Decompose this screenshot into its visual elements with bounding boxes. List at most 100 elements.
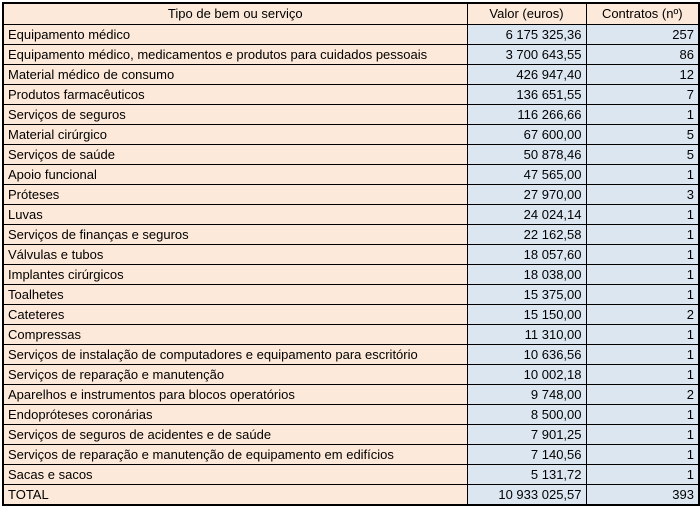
cell-tipo: Aparelhos e instrumentos para blocos ope… [2, 383, 468, 405]
cell-contratos: 1 [585, 163, 700, 185]
cell-contratos: 1 [585, 263, 700, 285]
cell-valor: 15 375,00 [466, 283, 587, 305]
cell-contratos: 12 [585, 63, 700, 85]
cell-contratos: 1 [585, 323, 700, 345]
table-row: Cateteres 15 150,00 2 [2, 303, 700, 325]
cell-valor: 6 175 325,36 [466, 23, 587, 45]
cell-tipo: Serviços de seguros [2, 103, 468, 125]
cell-contratos: 257 [585, 23, 700, 45]
cell-contratos: 2 [585, 303, 700, 325]
cell-contratos: 5 [585, 123, 700, 145]
cell-contratos: 3 [585, 183, 700, 205]
table-row: Equipamento médico, medicamentos e produ… [2, 43, 700, 65]
cell-valor: 27 970,00 [466, 183, 587, 205]
cell-valor: 3 700 643,55 [466, 43, 587, 65]
cell-valor: 7 901,25 [466, 423, 587, 445]
cell-contratos: 7 [585, 83, 700, 105]
cell-tipo: Luvas [2, 203, 468, 225]
cell-tipo: Endopróteses coronárias [2, 403, 468, 425]
table-row: Material médico de consumo 426 947,40 12 [2, 63, 700, 85]
table-row: Material cirúrgico 67 600,00 5 [2, 123, 700, 145]
cell-contratos: 1 [585, 243, 700, 265]
cell-contratos: 5 [585, 143, 700, 165]
table-row: Toalhetes 15 375,00 1 [2, 283, 700, 305]
header-row: Tipo de bem ou serviço Valor (euros) Con… [2, 2, 700, 25]
cell-valor: 24 024,14 [466, 203, 587, 225]
cell-tipo: Apoio funcional [2, 163, 468, 185]
cell-valor: 67 600,00 [466, 123, 587, 145]
cell-tipo: Equipamento médico [2, 23, 468, 45]
cell-tipo: Próteses [2, 183, 468, 205]
column-header-valor: Valor (euros) [466, 2, 587, 25]
cell-valor: 116 266,66 [466, 103, 587, 125]
cell-contratos: 393 [585, 483, 700, 505]
cell-tipo: Cateteres [2, 303, 468, 325]
cell-contratos: 1 [585, 103, 700, 125]
total-row: TOTAL 10 933 025,57 393 [2, 483, 700, 505]
cell-tipo: Produtos farmacêuticos [2, 83, 468, 105]
cell-contratos: 1 [585, 203, 700, 225]
table-row: Serviços de seguros de acidentes e de sa… [2, 423, 700, 445]
table-row: Endopróteses coronárias 8 500,00 1 [2, 403, 700, 425]
cell-tipo: Válvulas e tubos [2, 243, 468, 265]
table-row: Serviços de instalação de computadores e… [2, 343, 700, 365]
table-row: Sacas e sacos 5 131,72 1 [2, 463, 700, 485]
cell-tipo: Serviços de seguros de acidentes e de sa… [2, 423, 468, 445]
table-row: Equipamento médico 6 175 325,36 257 [2, 23, 700, 45]
table-row: Aparelhos e instrumentos para blocos ope… [2, 383, 700, 405]
cell-valor: 8 500,00 [466, 403, 587, 425]
cell-tipo: TOTAL [2, 483, 468, 505]
cell-valor: 7 140,56 [466, 443, 587, 465]
cell-valor: 426 947,40 [466, 63, 587, 85]
cell-tipo: Equipamento médico, medicamentos e produ… [2, 43, 468, 65]
cell-tipo: Serviços de saúde [2, 143, 468, 165]
table-row: Válvulas e tubos 18 057,60 1 [2, 243, 700, 265]
cell-contratos: 1 [585, 343, 700, 365]
cell-valor: 15 150,00 [466, 303, 587, 325]
cell-tipo: Sacas e sacos [2, 463, 468, 485]
cell-tipo: Serviços de finanças e seguros [2, 223, 468, 245]
cell-contratos: 1 [585, 363, 700, 385]
cell-contratos: 1 [585, 283, 700, 305]
cell-valor: 18 038,00 [466, 263, 587, 285]
cell-valor: 5 131,72 [466, 463, 587, 485]
cell-valor: 47 565,00 [466, 163, 587, 185]
cell-contratos: 1 [585, 463, 700, 485]
cell-valor: 10 636,56 [466, 343, 587, 365]
cell-contratos: 86 [585, 43, 700, 65]
table-row: Próteses 27 970,00 3 [2, 183, 700, 205]
column-header-contratos: Contratos (nº) [585, 2, 700, 25]
table-row: Compressas 11 310,00 1 [2, 323, 700, 345]
table-row: Produtos farmacêuticos 136 651,55 7 [2, 83, 700, 105]
cell-tipo: Serviços de reparação e manutenção de eq… [2, 443, 468, 465]
cell-valor: 10 933 025,57 [466, 483, 587, 505]
table-row: Serviços de reparação e manutenção de eq… [2, 443, 700, 465]
cell-tipo: Serviços de reparação e manutenção [2, 363, 468, 385]
cell-contratos: 2 [585, 383, 700, 405]
cell-contratos: 1 [585, 423, 700, 445]
cell-valor: 22 162,58 [466, 223, 587, 245]
cell-contratos: 1 [585, 223, 700, 245]
cell-valor: 136 651,55 [466, 83, 587, 105]
cell-valor: 9 748,00 [466, 383, 587, 405]
table-row: Implantes cirúrgicos 18 038,00 1 [2, 263, 700, 285]
table-row: Luvas 24 024,14 1 [2, 203, 700, 225]
cell-contratos: 1 [585, 403, 700, 425]
cell-tipo: Serviços de instalação de computadores e… [2, 343, 468, 365]
table-row: Apoio funcional 47 565,00 1 [2, 163, 700, 185]
cell-tipo: Material médico de consumo [2, 63, 468, 85]
column-header-tipo: Tipo de bem ou serviço [2, 2, 468, 25]
table-row: Serviços de reparação e manutenção 10 00… [2, 363, 700, 385]
table-row: Serviços de finanças e seguros 22 162,58… [2, 223, 700, 245]
cell-valor: 50 878,46 [466, 143, 587, 165]
cell-valor: 10 002,18 [466, 363, 587, 385]
cell-tipo: Material cirúrgico [2, 123, 468, 145]
cell-tipo: Toalhetes [2, 283, 468, 305]
table-body: Equipamento médico 6 175 325,36 257 Equi… [2, 23, 700, 505]
table-row: Serviços de saúde 50 878,46 5 [2, 143, 700, 165]
cell-contratos: 1 [585, 443, 700, 465]
table-row: Serviços de seguros 116 266,66 1 [2, 103, 700, 125]
cell-valor: 11 310,00 [466, 323, 587, 345]
